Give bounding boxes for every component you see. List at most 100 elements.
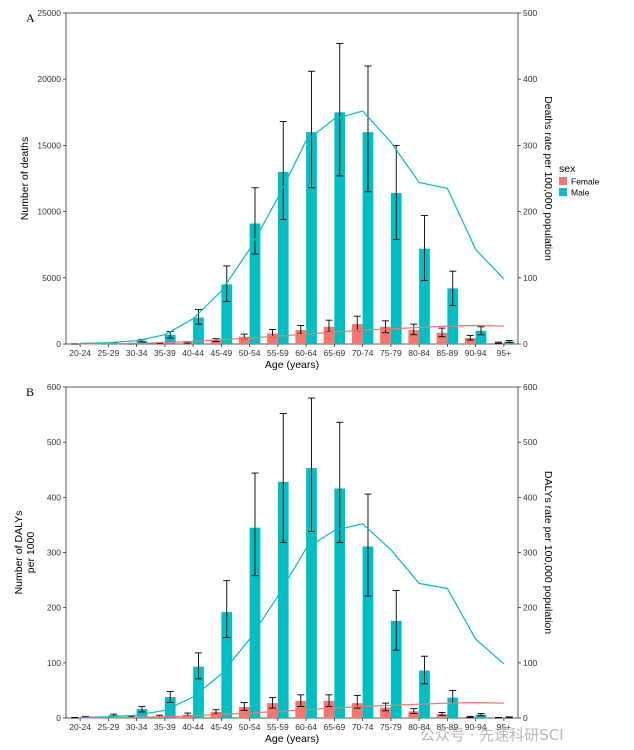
bar-male — [136, 709, 148, 718]
watermark-text: 公众号 · 先速科研SCI — [420, 726, 564, 744]
bar-male — [277, 171, 289, 344]
bar-male — [362, 546, 374, 718]
bar-male — [390, 620, 402, 718]
y-axis-title-line2: per 1000 — [25, 532, 37, 574]
x-tick-label: 25-29 — [98, 722, 120, 732]
y-tick-label: 300 — [47, 548, 61, 558]
y-tick-label: 15000 — [37, 140, 61, 150]
x-tick-label: 30-34 — [126, 722, 148, 732]
x-tick-label: 95+ — [497, 348, 511, 358]
bar-male — [447, 288, 459, 344]
bar-female — [351, 703, 363, 718]
y-tick-label: 25000 — [37, 8, 61, 18]
panel-label: A — [26, 11, 35, 25]
x-tick-label: 80-84 — [408, 722, 430, 732]
legend-label-female: Female — [571, 177, 600, 187]
y-tick-label: 10000 — [37, 207, 61, 217]
y2-tick-label: 300 — [523, 548, 537, 558]
x-tick-label: 45-49 — [211, 348, 233, 358]
y-tick-label: 5000 — [42, 273, 61, 283]
x-tick-label: 30-34 — [126, 348, 148, 358]
bar-male — [390, 193, 402, 344]
rate-line-female — [80, 324, 504, 345]
bar-female — [210, 340, 222, 344]
x-tick-label: 75-79 — [380, 348, 402, 358]
bar-male — [419, 670, 430, 718]
x-tick-label: 40-44 — [182, 348, 204, 358]
x-tick-label: 35-39 — [154, 348, 176, 358]
bar-male — [475, 714, 487, 718]
panel-b: B 0 100 200 300 400 500 600 0 100 200 300 400 500 600 2… — [13, 382, 554, 745]
x-tick-label: 60-64 — [295, 348, 317, 358]
x-tick-label: 20-24 — [69, 722, 91, 732]
legend-title: sex — [559, 163, 576, 175]
bar-male — [334, 112, 346, 344]
y-tick-label: 500 — [47, 437, 61, 447]
bar-female — [238, 336, 250, 344]
bar-male — [164, 334, 176, 344]
y-tick-label: 400 — [47, 492, 61, 502]
x-tick-label: 65-69 — [324, 722, 346, 732]
y2-tick-label: 200 — [523, 603, 537, 613]
x-tick-label: 45-49 — [211, 722, 233, 732]
bar-male — [362, 132, 374, 344]
legend-label-male: Male — [571, 188, 590, 198]
bar-male — [249, 527, 261, 718]
x-axis-title: Age (years) — [265, 733, 319, 745]
x-tick-label: 70-74 — [352, 348, 374, 358]
legend-swatch-female — [559, 177, 567, 185]
y2-tick-label: 500 — [523, 437, 537, 447]
y2-tick-label: 0 — [523, 339, 528, 349]
bar-female — [380, 707, 391, 718]
bar-female — [464, 338, 476, 344]
plot-border — [65, 386, 519, 719]
bar-male — [193, 317, 204, 344]
bar-male — [475, 330, 487, 344]
x-tick-label: 20-24 — [69, 348, 91, 358]
y-axis-title: Number of DALYs — [13, 511, 25, 595]
bar-female — [267, 333, 278, 344]
bar-male — [419, 248, 430, 344]
y-tick-label: 20000 — [37, 74, 61, 84]
rate-line-male — [80, 110, 505, 344]
y2-tick-label: 0 — [523, 713, 528, 723]
x-tick-label: 90-94 — [465, 348, 487, 358]
bar-female — [351, 324, 363, 344]
bar-male — [221, 284, 233, 344]
bar-male — [221, 612, 233, 718]
x-tick-label: 35-39 — [154, 722, 176, 732]
y2-tick-label: 100 — [523, 658, 537, 668]
x-tick-label: 55-59 — [267, 722, 289, 732]
y2-tick-label: 100 — [523, 273, 537, 283]
x-tick-label: 85-89 — [437, 348, 459, 358]
y-tick-label: 0 — [56, 339, 61, 349]
x-axis-title: Age (years) — [265, 359, 319, 371]
bar-female — [267, 703, 278, 718]
rate-line-female — [80, 701, 504, 719]
bar-male — [334, 488, 346, 718]
x-tick-label: 50-54 — [239, 722, 261, 732]
bar-female — [323, 700, 335, 718]
y2-axis-title: DALYs rate per 100,000 population — [542, 471, 554, 634]
y2-tick-label: 200 — [523, 207, 537, 217]
plot-border — [65, 12, 519, 345]
y-tick-label: 600 — [47, 382, 61, 392]
bar-female — [295, 330, 307, 344]
x-tick-label: 40-44 — [182, 722, 204, 732]
y2-axis-title: Deaths rate per 100,000 population — [542, 96, 554, 261]
y-axis-title: Number of deaths — [19, 137, 31, 220]
x-tick-label: 50-54 — [239, 348, 261, 358]
bar-female — [436, 714, 448, 718]
y2-tick-label: 400 — [523, 492, 537, 502]
x-tick-label: 85-89 — [437, 722, 459, 732]
x-tick-label: 60-64 — [295, 722, 317, 732]
panel-a: A 0 5000 10000 15000 20000 25000 0 100 200 300 400 5… — [19, 8, 554, 371]
bar-female — [436, 332, 448, 344]
bar-female — [380, 326, 391, 344]
bar-female — [323, 326, 335, 344]
x-tick-label: 80-84 — [408, 348, 430, 358]
y-tick-label: 100 — [47, 658, 61, 668]
bar-male — [447, 697, 459, 718]
x-tick-label: 95+ — [497, 722, 511, 732]
